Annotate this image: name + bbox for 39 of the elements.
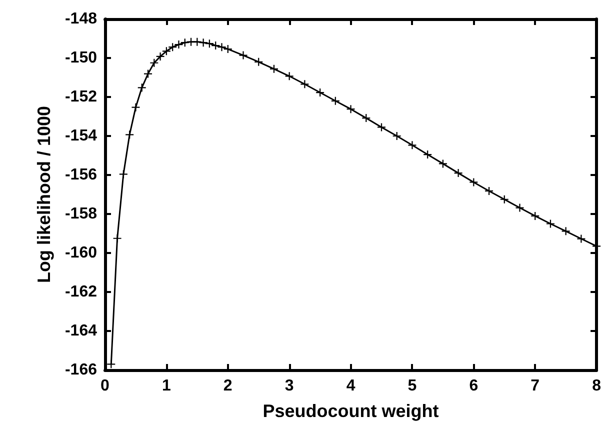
x-tick-label: 2	[223, 378, 232, 394]
y-tick-label: -154	[64, 128, 98, 144]
x-tick-label: 5	[408, 378, 417, 394]
point	[577, 234, 586, 243]
y-tick-label: -160	[64, 244, 98, 262]
x-tick-label: 4	[346, 378, 356, 394]
y-tick-label: -162	[64, 284, 98, 300]
point	[119, 170, 128, 178]
point	[144, 70, 152, 78]
point	[113, 234, 122, 242]
y-tick-label: -164	[64, 322, 98, 340]
x-tick-label: 3	[284, 378, 294, 394]
point	[174, 40, 183, 49]
y-tick-label: -158	[64, 206, 98, 222]
point	[516, 204, 524, 212]
point	[438, 160, 447, 168]
x-tick-label: 8	[592, 378, 602, 394]
point	[470, 178, 478, 186]
point	[408, 141, 416, 150]
point	[546, 220, 554, 228]
y-tick-label: -150	[64, 50, 98, 66]
x-axis-title: Pseudocount weight	[262, 401, 439, 421]
x-tick-label: 7	[530, 378, 540, 394]
point	[218, 43, 226, 52]
x-tick-label: 1	[162, 378, 171, 394]
point	[346, 105, 355, 114]
point	[377, 123, 386, 132]
point	[132, 103, 140, 112]
y-axis-title: Log likelihood / 1000	[34, 106, 54, 284]
y-tick-label: -152	[64, 88, 98, 106]
y-tick-label: -148	[64, 10, 98, 28]
point	[156, 52, 164, 60]
x-tick-label: 0	[100, 378, 110, 394]
y-tick-label: -166	[64, 362, 98, 378]
point	[454, 169, 462, 178]
point	[239, 51, 248, 60]
point	[300, 80, 309, 88]
y-tick-label: -156	[64, 166, 98, 184]
x-tick-label: 6	[469, 378, 478, 394]
